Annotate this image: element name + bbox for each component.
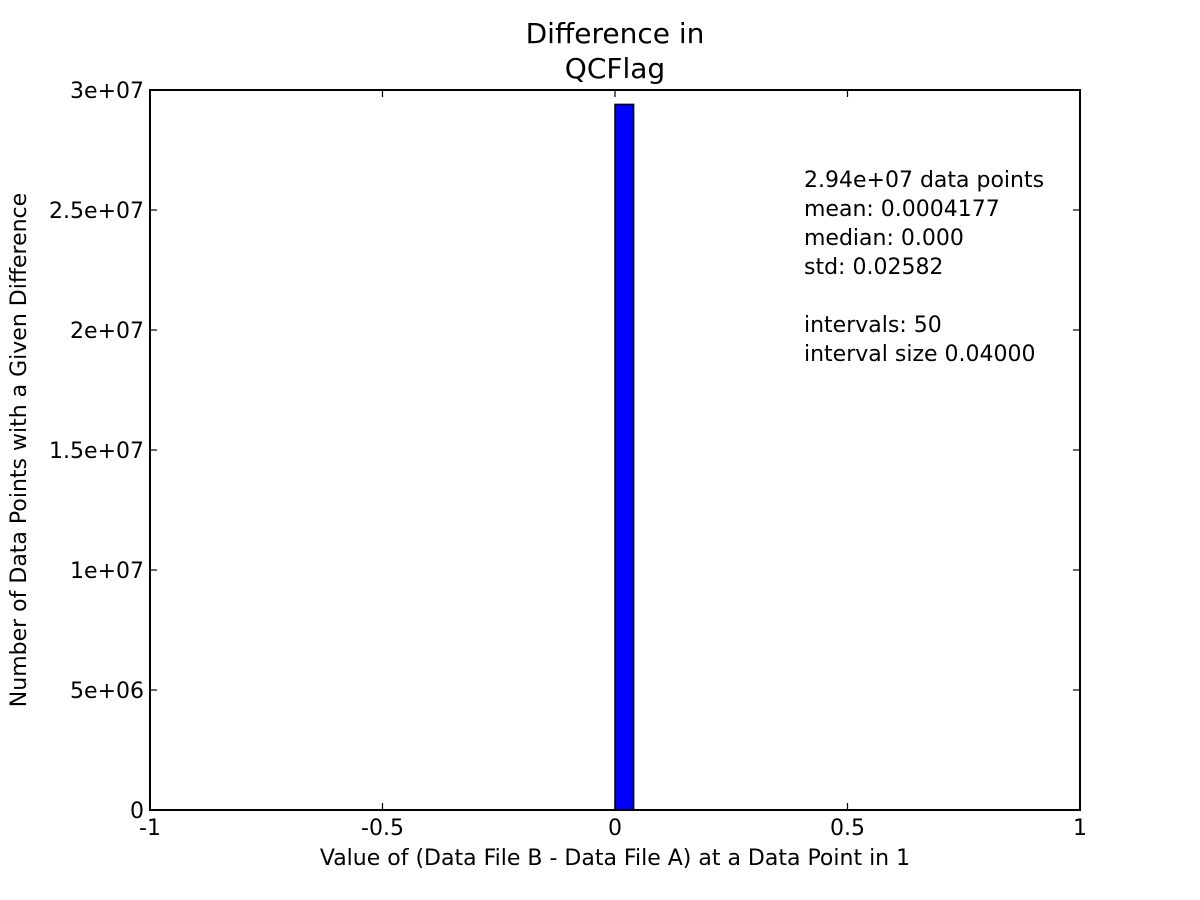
histogram-bar-0	[614, 103, 635, 811]
x-tick-label: 0	[608, 816, 622, 841]
y-tick-label: 1.5e+07	[49, 439, 144, 464]
y-tick-label: 1e+07	[70, 559, 144, 584]
y-tick-label: 0	[130, 799, 144, 824]
axis-ticks: -1 -0.5 0 0.5 1 0 5e+06 1e+07 1.5e+07 2e+07 2.5e+0…	[49, 79, 1087, 841]
y-axis-label: Number of Data Points with a Given Diffe…	[7, 193, 32, 707]
stats-line: mean: 0.0004177	[804, 197, 1000, 222]
stats-line: 2.94e+07 data points	[804, 168, 1044, 193]
chart-title-line-1: Difference in	[526, 17, 705, 50]
x-tick-label: -1	[139, 816, 161, 841]
stats-line: interval size 0.04000	[804, 342, 1036, 367]
y-tick-label: 3e+07	[70, 79, 144, 104]
y-tick-label: 2.5e+07	[49, 199, 144, 224]
stats-line: intervals: 50	[804, 313, 942, 338]
stats-line: std: 0.02582	[804, 255, 943, 280]
chart-title-line-2: QCFlag	[565, 52, 665, 85]
histogram-bars	[614, 103, 635, 811]
x-tick-label: 0.5	[830, 816, 865, 841]
x-tick-label: -0.5	[361, 816, 404, 841]
y-tick-label: 5e+06	[70, 679, 144, 704]
x-tick-label: 1	[1073, 816, 1087, 841]
y-tick-label: 2e+07	[70, 319, 144, 344]
plot-area-frame	[149, 89, 1081, 811]
statistics-annotation: 2.94e+07 data points mean: 0.0004177 media…	[804, 168, 1044, 367]
stats-line: median: 0.000	[804, 226, 964, 251]
x-axis-label: Value of (Data File B - Data File A) at …	[320, 846, 910, 871]
